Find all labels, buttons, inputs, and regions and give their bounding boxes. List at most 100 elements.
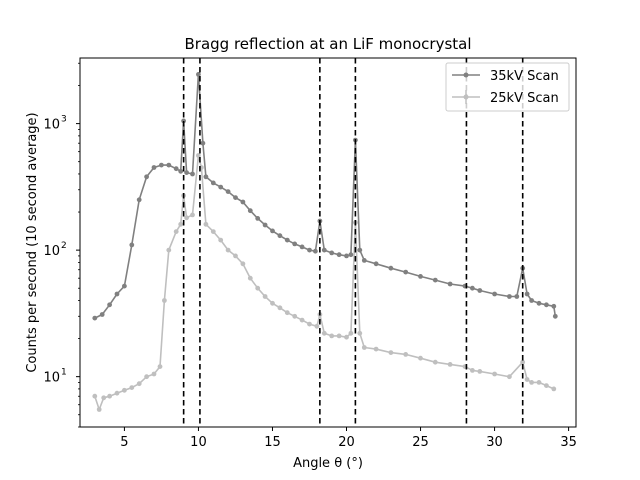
series-35kv-scan-point [144,174,150,180]
x-tick-label: 10 [190,435,207,450]
series-35kv-scan-point [536,300,542,306]
data-layer [92,72,558,412]
series-25kv-scan-point [344,334,349,340]
series-25kv-scan-point [184,215,190,221]
series-25kv-scan-point [270,300,275,306]
series-25kv-scan-point [536,380,542,385]
y-tick-exponent: 3 [61,115,67,125]
series-25kv-scan-point [432,359,438,365]
series-25kv-scan-point [314,323,320,329]
chart-title: Bragg reflection at an LiF monocrystal [185,35,472,53]
series-35kv-scan-point [129,242,135,248]
series-35kv-scan-point [307,247,312,253]
series-35kv-scan-point [284,237,290,243]
series-25kv-scan-point [218,237,224,243]
series-35kv-scan-point [361,258,367,263]
series-25kv-scan-point [203,221,209,227]
x-tick-label: 5 [120,435,128,450]
series-25kv-scan-point [551,386,557,392]
x-tick-label: 35 [560,435,577,450]
series-35kv-scan-point [107,302,112,308]
series-25kv-scan-point [477,369,483,374]
y-tick-exponent: 2 [61,241,67,251]
series-35kv-scan-point [210,180,216,186]
series-35kv-scan-point [166,162,172,168]
series-25kv-scan-point [329,333,335,339]
series-25kv-scan-point [520,359,526,365]
series-35kv-scan-point [477,288,483,293]
series-35kv-scan-point [552,313,558,319]
x-tick-label: 20 [338,435,355,450]
series-35kv-scan-point [313,248,318,254]
y-tick-label: 10 [43,371,60,386]
series-25kv-scan-point [162,298,167,303]
series-25kv-scan-point [361,345,367,350]
series-25kv-scan-point [470,368,475,373]
series-25kv-scan-point [173,229,179,235]
series-35kv-scan-point [277,233,283,239]
series-25kv-scan-point [388,350,394,355]
series-25kv-scan-point [262,294,268,299]
series-25kv-scan-point [255,285,261,291]
series-35kv-scan-point [388,265,394,271]
x-tick-label: 25 [412,435,429,450]
series-35kv-scan-point [514,294,520,299]
series-35kv-scan-point [262,222,268,228]
series-25kv-scan-point [247,275,253,281]
series-25kv-scan-point [403,352,409,357]
series-35kv-scan-point [159,162,164,168]
series-25kv-scan-point [107,393,112,399]
y-tick-exponent: 1 [61,368,67,378]
series-25kv-scan-point [336,333,342,339]
series-35kv-scan-point [470,285,475,291]
legend-35kv-label: 35kV Scan [490,69,559,84]
series-35kv-scan-point [203,174,209,180]
series-25kv-scan-point [447,362,453,367]
series-25kv-scan-point [144,374,150,380]
series-35kv-scan-point [348,252,354,258]
series-25kv-scan-point [373,346,379,352]
series-35kv-scan-point [329,250,335,256]
series-35kv-scan-point [524,291,530,297]
series-35kv-scan-point [551,303,557,309]
series-35kv-scan-point [544,302,549,308]
series-25kv-scan-line [94,154,555,411]
series-25kv-scan-point [507,374,512,380]
series-25kv-scan-point [307,321,312,327]
series-25kv-scan-point [529,380,534,385]
series-35kv-scan-point [136,197,142,203]
series-35kv-scan-point [255,216,261,221]
series-25kv-scan-point [348,330,354,336]
legend-35kv-marker [463,72,469,78]
series-35kv-scan-point [233,195,238,201]
series-35kv-scan-point [178,168,184,174]
series-25kv-scan-point [321,330,327,336]
series-35kv-scan-point [432,277,438,283]
series-25kv-scan [92,153,557,412]
series-25kv-scan-point [357,330,363,336]
series-35kv-scan-point [292,241,298,247]
y-tick-label: 10 [43,118,60,133]
plot-frame [79,57,577,428]
series-35kv-scan [92,72,558,321]
series-25kv-scan-point [196,153,201,158]
legend-25kv-marker [463,94,469,100]
series-25kv-scan-point [418,355,423,361]
series-35kv-scan-point [321,247,327,253]
series-35kv-scan-point [344,253,349,259]
series-25kv-scan-point [524,377,530,382]
series-35kv-scan-point [240,199,246,205]
series-25kv-scan-point [190,212,195,218]
series-35kv-scan-point [196,72,201,77]
series-25kv-scan-point [101,395,107,401]
series-25kv-scan-point [292,313,298,319]
series-25kv-scan-point [157,364,163,369]
series-25kv-scan-point [225,247,231,253]
x-tick-label: 15 [264,435,281,450]
series-35kv-scan-point [114,291,120,297]
series-35kv-scan-point [418,274,423,279]
series-25kv-scan-point [151,371,157,377]
x-axis-label: Angle θ (°) [293,456,363,471]
